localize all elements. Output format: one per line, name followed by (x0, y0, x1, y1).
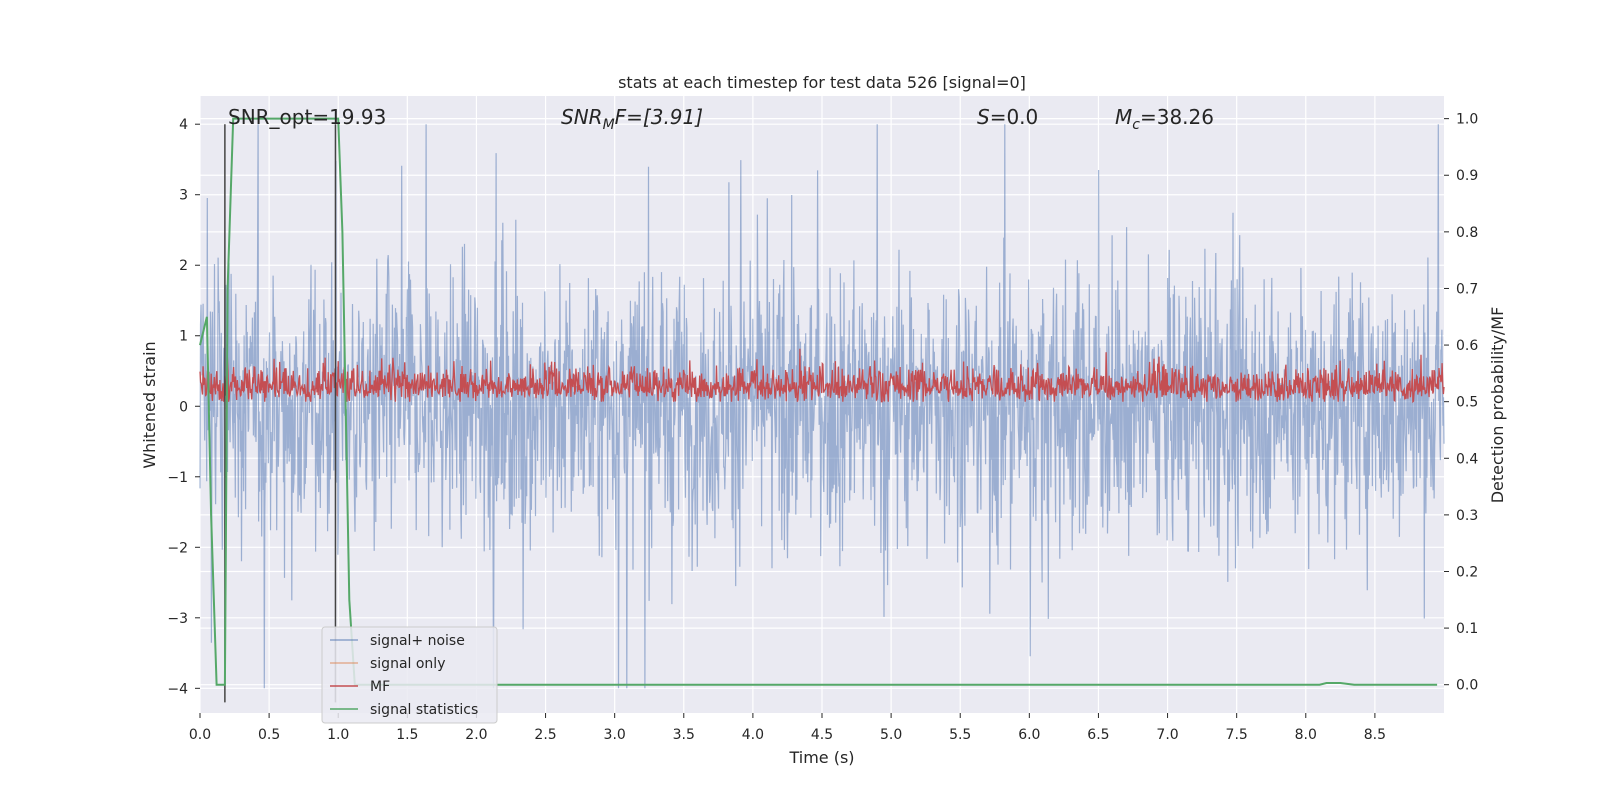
y-tick-label-left: 3 (179, 188, 188, 204)
y-tick-label-left: 4 (179, 117, 188, 133)
axis-ticks: 0.0 0.5 1.0 1.5 2.0 2.5 3.0 3.5 4.0 4.5 5.0 5.5 6.0 6… (167, 112, 1478, 743)
y-tick-label-left: 1 (179, 329, 188, 345)
y-tick-label-right: 1.0 (1456, 112, 1478, 128)
x-tick-label: 5.0 (880, 727, 902, 743)
x-tick-label: 8.0 (1295, 727, 1317, 743)
legend-label-mf: MF (370, 679, 390, 695)
x-tick-label: 2.0 (465, 727, 487, 743)
mc-value: =38.26 (1140, 105, 1214, 129)
y-tick-label-right: 0.6 (1456, 338, 1478, 354)
x-tick-label: 1.5 (396, 727, 418, 743)
snr-mf-main: SNR (561, 105, 603, 129)
y-tick-label-left: −2 (167, 540, 188, 556)
y-tick-label-left: −4 (167, 681, 188, 697)
x-tick-label: 0.0 (189, 727, 211, 743)
y-tick-label-left: 2 (179, 258, 188, 274)
mc-annotation: Mc=38.26 (1115, 105, 1214, 133)
x-tick-label: 3.0 (604, 727, 626, 743)
y-tick-label-right: 0.0 (1456, 678, 1478, 694)
legend-box (321, 626, 498, 724)
x-tick-label: 5.5 (949, 727, 971, 743)
x-tick-label: 4.5 (811, 727, 833, 743)
s-var: S (977, 105, 990, 129)
y-tick-label-right: 0.8 (1456, 225, 1478, 241)
x-tick-label: 8.5 (1364, 727, 1386, 743)
x-tick-label: 6.5 (1087, 727, 1109, 743)
s-annotation: S=0.0 (977, 105, 1038, 129)
x-tick-label: 3.5 (673, 727, 695, 743)
signal-plus-noise-line (199, 124, 1445, 689)
y-tick-label-right: 0.5 (1456, 395, 1478, 411)
y-tick-label-right: 0.7 (1456, 281, 1478, 297)
signal-statistics-line (199, 117, 1438, 686)
mf-series (199, 348, 1445, 404)
x-tick-label: 6.0 (1018, 727, 1040, 743)
y-tick-label-left: −3 (167, 611, 188, 627)
y-tick-label-right: 0.1 (1456, 621, 1478, 637)
x-axis-label: Time (s) (788, 748, 854, 767)
y-tick-label-right: 0.2 (1456, 564, 1478, 580)
x-tick-label: 7.0 (1156, 727, 1178, 743)
y-axis-label-left: Whitened strain (140, 341, 159, 468)
x-tick-label: 0.5 (258, 727, 280, 743)
legend-label-signal-only: signal only (370, 656, 445, 672)
x-tick-label: 7.5 (1226, 727, 1248, 743)
y-tick-label-right: 0.4 (1456, 451, 1478, 467)
x-tick-label: 1.0 (327, 727, 349, 743)
snr-mf-rest: F=[3.91] (615, 105, 703, 129)
chart-title: stats at each timestep for test data 526… (618, 73, 1026, 92)
legend-label-signal-statistics: signal statistics (370, 702, 478, 718)
signal-plus-noise-series (199, 124, 1445, 689)
snr-mf-annotation: SNRMF=[3.91] (561, 105, 703, 133)
legend: signal+ noise signal only MF signal stat… (321, 626, 498, 724)
legend-label-signal-noise: signal+ noise (370, 633, 465, 649)
y-tick-label-left: −1 (167, 470, 188, 486)
signal-statistics-series (199, 117, 1438, 686)
mf-line (199, 348, 1445, 404)
y-tick-label-right: 0.9 (1456, 168, 1478, 184)
y-tick-label-left: 0 (179, 399, 188, 415)
y-axis-label-right: Detection probability/MF (1488, 307, 1507, 504)
mc-subscript: c (1132, 117, 1140, 133)
mc-main: M (1115, 105, 1132, 129)
x-tick-label: 4.0 (742, 727, 764, 743)
snr-mf-subscript: M (603, 117, 615, 133)
x-tick-label: 2.5 (534, 727, 556, 743)
y-tick-label-right: 0.3 (1456, 508, 1478, 524)
s-value: =0.0 (990, 105, 1039, 129)
snr-opt-annotation: SNR_opt=19.93 (228, 105, 386, 129)
